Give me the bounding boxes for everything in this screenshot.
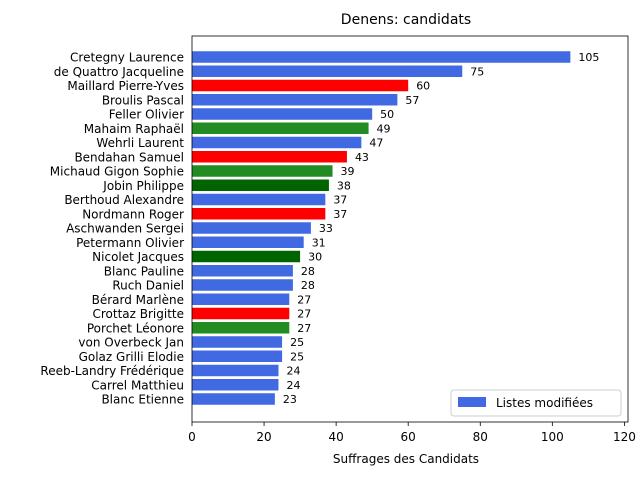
legend: Listes modifiées [450,389,622,417]
y-tick-label: Cretegny Laurence [70,51,184,65]
bar [192,208,326,220]
value-label: 49 [377,122,391,135]
bars-group [192,51,571,405]
x-tick-label: 20 [256,430,271,444]
value-label: 27 [297,293,311,306]
bar [192,322,290,334]
bar [192,179,329,191]
x-tick-label: 80 [473,430,488,444]
value-label: 23 [283,393,297,406]
value-label: 24 [286,379,300,392]
legend-box [450,389,622,417]
y-tick-label: Nicolet Jacques [92,250,184,264]
chart-title: Denens: candidats [341,12,471,28]
value-label: 33 [319,222,333,235]
y-tick-label: de Quattro Jacqueline [54,65,184,79]
legend-swatch [458,397,486,407]
value-label: 30 [308,251,322,264]
x-tick-label: 40 [328,430,343,444]
bar [192,364,279,377]
value-label: 43 [355,151,369,164]
value-label: 38 [337,179,351,192]
value-label: 50 [380,108,394,121]
bar [192,336,283,348]
bar [192,122,369,134]
value-label: 37 [333,194,347,207]
bar [192,136,362,149]
value-label: 39 [341,165,355,178]
y-tick-label: Aschwanden Sergei [66,222,184,236]
y-tick-label: Bérard Marlène [92,293,184,307]
bar [192,108,373,120]
y-tick-label: Berthoud Alexandre [64,193,184,207]
value-label: 31 [312,236,326,249]
y-tick-label: Reeb-Landry Frédérique [40,364,184,378]
value-labels: 1057560575049474339383737333130282827272… [283,51,599,406]
value-label: 37 [333,208,347,221]
x-tick-label: 100 [541,430,564,444]
y-tick-label: Mahaim Raphaël [84,122,184,136]
bar [192,222,311,234]
x-tick-label: 0 [188,430,196,444]
bar [192,193,326,206]
bar [192,350,283,362]
y-tick-label: Jobin Philippe [102,179,184,193]
y-tick-label: Blanc Etienne [101,393,184,407]
y-tick-label: Ruch Daniel [112,279,184,293]
bar [192,279,293,291]
bar [192,379,279,391]
y-tick-label: Wehrli Laurent [96,136,184,150]
value-label: 27 [297,322,311,335]
bar [192,65,463,77]
value-label: 27 [297,308,311,321]
y-tick-label: Michaud Gigon Sophie [50,165,184,179]
y-tick-label: Porchet Léonore [87,321,184,335]
y-tick-label: Feller Olivier [109,108,184,122]
x-tick-label: 120 [613,430,636,444]
bar [192,79,409,92]
y-tick-label: Golaz Grilli Elodie [79,350,184,364]
plot-frame [191,35,629,423]
y-tick-label: von Overbeck Jan [78,336,184,350]
y-tick-label: Broulis Pascal [102,93,184,107]
y-tick-label: Blanc Pauline [104,264,184,278]
bar [192,94,398,106]
value-label: 105 [578,51,599,64]
value-label: 24 [286,365,300,378]
bar [192,51,571,63]
bar [192,307,290,320]
y-tick-label: Carrel Matthieu [91,378,184,392]
x-axis-label: Suffrages des Candidats [333,452,479,466]
value-label: 25 [290,336,304,349]
y-tick-label: Crottaz Brigitte [92,307,184,321]
value-label: 28 [301,265,315,278]
y-tick-label: Maillard Pierre-Yves [67,79,184,93]
bar [192,165,333,177]
x-tick-label: 60 [401,430,416,444]
bar [192,250,301,263]
bar [192,293,290,305]
bar [192,265,293,277]
value-label: 28 [301,279,315,292]
legend-label: Listes modifiées [496,396,593,410]
value-label: 25 [290,350,304,363]
y-tick-label: Bendahan Samuel [74,150,184,164]
x-ticks: 0 20 40 60 80 100 120 [188,422,636,444]
y-tick-label: Nordmann Roger [82,207,184,221]
value-label: 75 [470,65,484,78]
bar [192,393,275,405]
bar [192,236,304,248]
value-label: 47 [369,137,383,150]
y-tick-label: Petermann Olivier [76,236,184,250]
value-label: 60 [416,80,430,93]
value-label: 57 [405,94,419,107]
bar [192,151,347,163]
